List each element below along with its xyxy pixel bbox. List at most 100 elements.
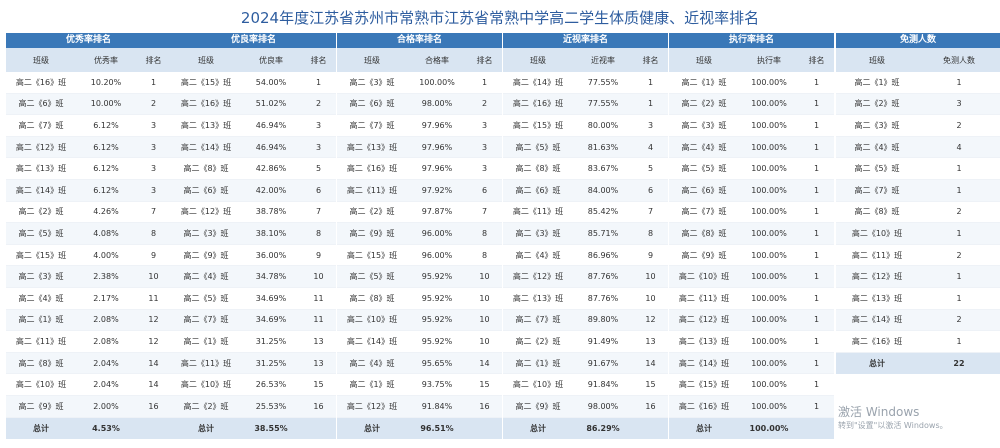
- class-cell: 高二《2》班: [18, 207, 64, 217]
- rate-cell: 4.08%: [93, 228, 119, 238]
- table-row: 高二《6》班 42.00% 6: [171, 179, 336, 202]
- class-cell: 高二《11》班: [346, 185, 398, 195]
- table-row: 高二《13》班 97.96% 3: [337, 136, 502, 159]
- table-row: 高二《1》班 31.25% 13: [171, 331, 336, 353]
- table-row: 高二《5》班 1: [836, 158, 1000, 180]
- rank-cell: 1: [647, 99, 654, 109]
- rate-cell: 86.96%: [587, 250, 619, 260]
- rank-cell: 1: [813, 293, 820, 303]
- class-cell: 高二《7》班: [681, 207, 727, 217]
- class-cell: 高二《16》班: [512, 99, 564, 109]
- rate-cell: 100.00%: [751, 315, 787, 325]
- rate-cell: 97.96%: [421, 164, 453, 174]
- table-row: 高二《4》班 2.17% 11: [6, 287, 171, 310]
- table-row: 高二《11》班 97.92% 6: [337, 179, 502, 202]
- rate-cell: 4.00%: [93, 250, 119, 260]
- class-cell: 高二《4》班: [681, 142, 727, 152]
- total-value: 22: [953, 358, 965, 368]
- page-title: 2024年度江苏省苏州市常熟市江苏省常熟中学高二学生体质健康、近视率排名: [240, 9, 760, 27]
- class-cell: 高二《9》班: [681, 250, 727, 260]
- rank-cell: 1: [813, 120, 820, 130]
- table-row: 高二《9》班 2.00% 16: [6, 395, 171, 418]
- rank-cell: 13: [313, 336, 324, 346]
- rate-cell: 100.00%: [751, 207, 787, 217]
- class-cell: 高二《8》班: [854, 207, 900, 217]
- column-header-row: 班级 优秀率 排名: [6, 48, 171, 72]
- rate-cell: 34.69%: [255, 315, 287, 325]
- count-cell: 1: [956, 164, 962, 174]
- total-empty: [301, 418, 336, 439]
- table-row: 高二《3》班 2.38% 10: [6, 266, 171, 288]
- total-empty: [136, 418, 171, 439]
- rank-cell: 1: [813, 315, 820, 325]
- table-row: 高二《1》班 2.08% 12: [6, 309, 171, 332]
- table-row: 高二《13》班 1: [836, 287, 1000, 310]
- rank-cell: 14: [148, 380, 159, 390]
- total-row: 总计 22: [836, 352, 1000, 374]
- table-row: 高二《13》班 100.00% 1: [669, 331, 834, 353]
- watermark-line1: 激活 Windows: [838, 405, 920, 419]
- table-body: 高二《3》班 100.00% 1 高二《6》班 98.00% 2 高二《7》班 97.96% 3…: [337, 72, 502, 418]
- total-empty: [633, 418, 668, 439]
- table-row: 高二《4》班 34.78% 10: [171, 266, 336, 288]
- rank-cell: 4: [647, 142, 654, 152]
- table-row: 高二《15》班 80.00% 3: [503, 115, 668, 137]
- table-row: 高二《2》班 91.49% 13: [503, 331, 668, 353]
- rate-cell: 100.00%: [751, 401, 787, 411]
- total-row: 总计 4.53%: [6, 417, 171, 439]
- rank-cell: 9: [647, 250, 654, 260]
- column-header: 合格率: [425, 55, 449, 65]
- table-row: 高二《15》班 4.00% 9: [6, 244, 171, 267]
- total-label: 总计: [696, 423, 712, 433]
- class-cell: 高二《5》班: [515, 142, 561, 152]
- rank-cell: 3: [315, 142, 322, 152]
- rate-cell: 100.00%: [751, 358, 787, 368]
- table-row: 高二《8》班 2: [836, 201, 1000, 224]
- rate-cell: 38.78%: [255, 207, 287, 217]
- class-cell: 高二《16》班: [15, 77, 67, 87]
- rate-cell: 2.04%: [93, 358, 119, 368]
- class-cell: 高二《14》班: [15, 185, 67, 195]
- table-row: 高二《3》班 100.00% 1: [337, 72, 502, 94]
- rank-cell: 15: [313, 380, 324, 390]
- rank-cell: 12: [645, 315, 656, 325]
- class-cell: 高二《7》班: [854, 185, 900, 195]
- class-cell: 高二《5》班: [18, 228, 64, 238]
- rank-cell: 7: [150, 207, 157, 217]
- rank-cell: 8: [647, 228, 654, 238]
- rank-cell: 1: [647, 77, 654, 87]
- rate-cell: 100.00%: [751, 77, 787, 87]
- rate-cell: 100.00%: [751, 99, 787, 109]
- rate-cell: 91.67%: [587, 358, 619, 368]
- table-header: 近视率排名: [503, 33, 668, 48]
- rank-cell: 11: [313, 293, 324, 303]
- rate-cell: 93.75%: [421, 380, 453, 390]
- class-cell: 高二《10》班: [180, 380, 232, 390]
- column-header: 排名: [310, 55, 327, 65]
- rank-cell: 8: [481, 228, 488, 238]
- class-cell: 高二《2》班: [183, 401, 229, 411]
- rank-cell: 8: [150, 228, 157, 238]
- rate-cell: 100.00%: [751, 336, 787, 346]
- class-cell: 高二《5》班: [681, 164, 727, 174]
- class-cell: 高二《2》班: [515, 336, 561, 346]
- rate-cell: 80.00%: [587, 120, 619, 130]
- rank-cell: 16: [313, 401, 324, 411]
- table-row: 高二《12》班 100.00% 1: [669, 309, 834, 332]
- class-cell: 高二《10》班: [15, 380, 67, 390]
- rank-cell: 1: [813, 77, 820, 87]
- rank-cell: 15: [479, 380, 490, 390]
- table-row: 高二《10》班 26.53% 15: [171, 374, 336, 396]
- rank-cell: 3: [150, 185, 157, 195]
- class-cell: 高二《12》班: [346, 401, 398, 411]
- rate-cell: 84.00%: [587, 185, 619, 195]
- rank-cell: 10: [645, 272, 656, 282]
- total-label: 总计: [530, 423, 546, 433]
- rate-cell: 77.55%: [587, 99, 619, 109]
- table-row: 高二《10》班 2.04% 14: [6, 374, 171, 396]
- rank-cell: 1: [813, 228, 820, 238]
- rank-cell: 1: [813, 401, 820, 411]
- total-value: 4.53%: [92, 423, 120, 433]
- ranking-table-5: 执行率排名 班级 执行率 排名 高二《1》班 100.00% 1 高二《2》班 100.00% 1…: [669, 33, 834, 439]
- ranking-table-2: 优良率排名 班级 优良率 排名 高二《15》班 54.00% 1 高二《16》班 51.02% 2…: [171, 33, 336, 439]
